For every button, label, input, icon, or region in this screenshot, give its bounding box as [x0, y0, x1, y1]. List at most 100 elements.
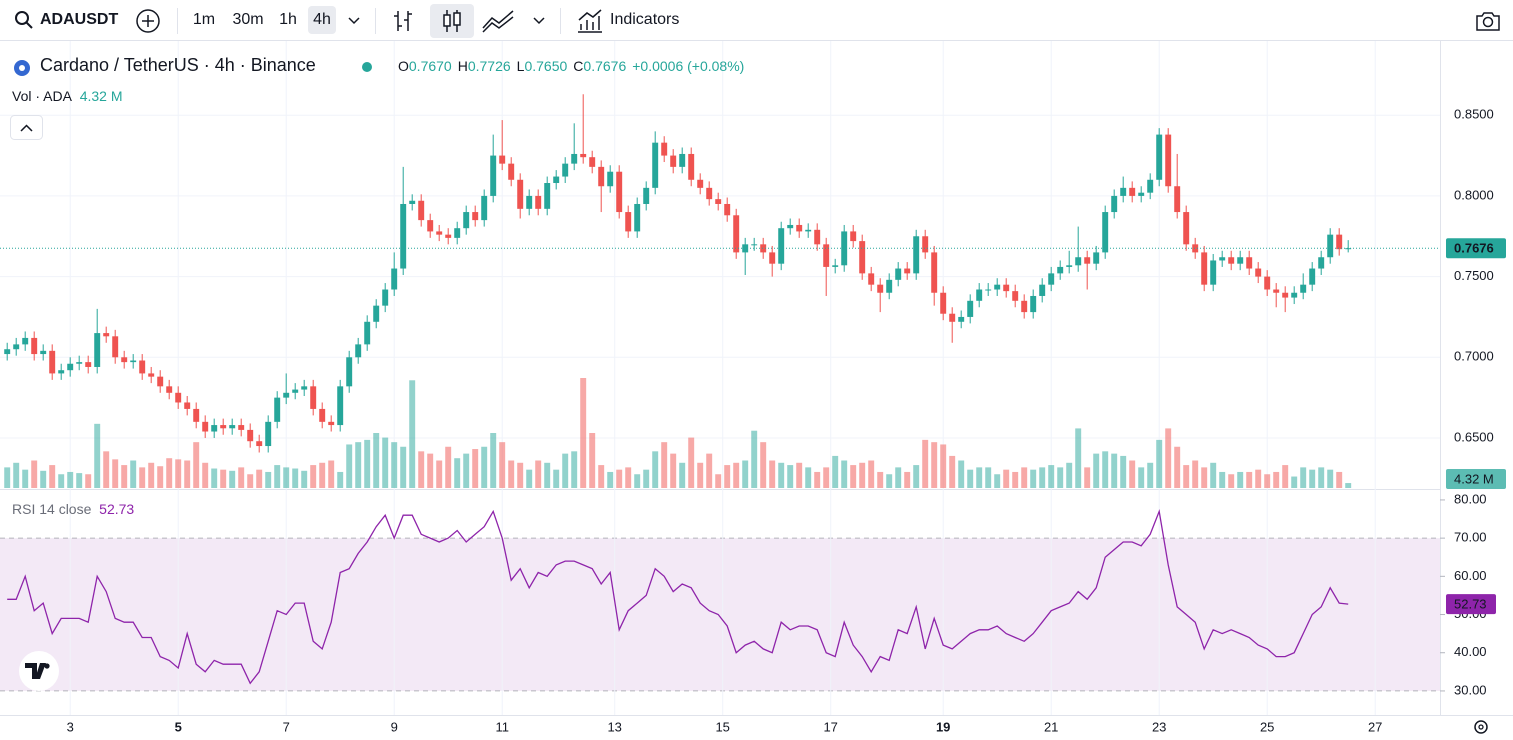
rsi-tick-label: 60.00: [1454, 568, 1487, 583]
volume-bar: [1147, 462, 1154, 488]
candle-body: [670, 155, 677, 167]
candle-body: [823, 244, 830, 267]
candle-body: [274, 397, 281, 422]
volume-bar: [418, 451, 425, 488]
rsi-value-label: 52.73: [1454, 597, 1487, 612]
settings-icon[interactable]: [1474, 720, 1488, 734]
volume-bar: [949, 455, 956, 488]
area-style-icon[interactable]: [481, 8, 517, 34]
candle-body: [787, 224, 794, 229]
y-tick-label: 0.7500: [1454, 268, 1494, 283]
volume-bar: [535, 460, 542, 488]
candle-body: [472, 212, 479, 221]
candle-body: [625, 212, 632, 232]
volume-bar: [1228, 474, 1235, 488]
volume-bar: [337, 471, 344, 488]
volume-bar: [373, 433, 380, 488]
candle-body: [1012, 291, 1019, 301]
candle-body: [202, 421, 209, 432]
candle-body: [1102, 212, 1109, 253]
volume-bar: [733, 462, 740, 488]
candle-body: [490, 155, 497, 196]
volume-bar: [985, 467, 992, 488]
snapshot-icon[interactable]: [1474, 9, 1502, 33]
candle-body: [526, 195, 533, 209]
ohlc-legend: O0.7670 H0.7726 L0.7650 C0.7676 +0.0006 (+0.…: [398, 58, 744, 74]
price-change: +0.0006 (+0.08%): [632, 58, 745, 74]
candle-body: [481, 195, 488, 221]
volume-bar: [589, 433, 596, 488]
volume-bar: [175, 459, 182, 488]
volume-bar: [1282, 465, 1289, 488]
candle-body: [1210, 260, 1217, 285]
volume-bar: [940, 444, 947, 488]
candle-body: [301, 386, 308, 390]
logo-dot: [44, 663, 50, 669]
volume-bar: [220, 469, 227, 488]
candle-body: [1192, 244, 1199, 253]
candle-style-active[interactable]: [430, 4, 474, 38]
candle-body: [391, 268, 398, 290]
volume-bar: [76, 473, 83, 488]
interval-menu[interactable]: [347, 16, 361, 26]
volume-bar: [562, 453, 569, 488]
ohlc-key: L: [516, 58, 525, 74]
volume-bar: [913, 465, 920, 488]
symbol[interactable]: ADAUSDT: [40, 11, 119, 28]
candle-body: [886, 279, 893, 293]
volume-bar: [4, 467, 11, 488]
separator: [375, 8, 376, 34]
candle-body: [148, 373, 155, 377]
volume-bar: [283, 467, 290, 488]
candle-body: [679, 153, 686, 167]
bar-style-icon[interactable]: [392, 8, 416, 34]
volume-bar: [517, 462, 524, 488]
interval-button[interactable]: 30m: [232, 11, 264, 28]
interval-button[interactable]: 1m: [192, 11, 216, 28]
volume-value-box: [1446, 469, 1506, 490]
volume-bar: [382, 437, 389, 488]
volume-bar: [931, 442, 938, 488]
collapse-button[interactable]: [10, 115, 43, 140]
candle-body: [958, 316, 965, 322]
volume-bar: [274, 465, 281, 488]
add-symbol[interactable]: [135, 8, 161, 34]
candle-body: [571, 153, 578, 164]
candle-body: [67, 363, 74, 371]
chart-type-menu[interactable]: [532, 16, 546, 26]
volume-bar: [1336, 471, 1343, 488]
volume-bar: [427, 453, 434, 488]
x-tick-label: 23: [1152, 719, 1166, 734]
candle-body: [166, 386, 173, 393]
candle-body: [607, 171, 614, 187]
indicators-button[interactable]: Indicators: [610, 11, 680, 28]
volume-bar: [1291, 476, 1298, 488]
candle-body: [94, 333, 101, 367]
candle-body: [220, 425, 227, 429]
volume-bar: [1156, 439, 1163, 488]
ohlc-value: 0.7650: [524, 58, 568, 74]
interval-button[interactable]: 1h: [279, 11, 297, 28]
interval-button[interactable]: 4h: [308, 6, 336, 34]
candle-body: [373, 305, 380, 322]
candle-body: [688, 153, 695, 180]
indicators-icon[interactable]: [576, 8, 604, 34]
volume-bar: [1057, 467, 1064, 488]
candle-body: [418, 200, 425, 221]
candle-body: [400, 203, 407, 269]
volume-bar: [994, 474, 1001, 488]
candle-body: [1183, 212, 1190, 245]
volume-bar: [886, 474, 893, 488]
volume-bar: [1129, 460, 1136, 488]
volume-bar: [571, 451, 578, 488]
volume-bar: [625, 467, 632, 488]
volume-bar: [553, 469, 560, 488]
volume-bar: [1237, 471, 1244, 488]
candle-body: [337, 386, 344, 426]
search-icon[interactable]: [14, 10, 36, 32]
volume-bar: [445, 446, 452, 488]
rsi-line: [7, 508, 1349, 685]
candle-body: [706, 187, 713, 200]
symbol-legend: Cardano / TetherUS · 4h · Binance: [40, 55, 316, 76]
